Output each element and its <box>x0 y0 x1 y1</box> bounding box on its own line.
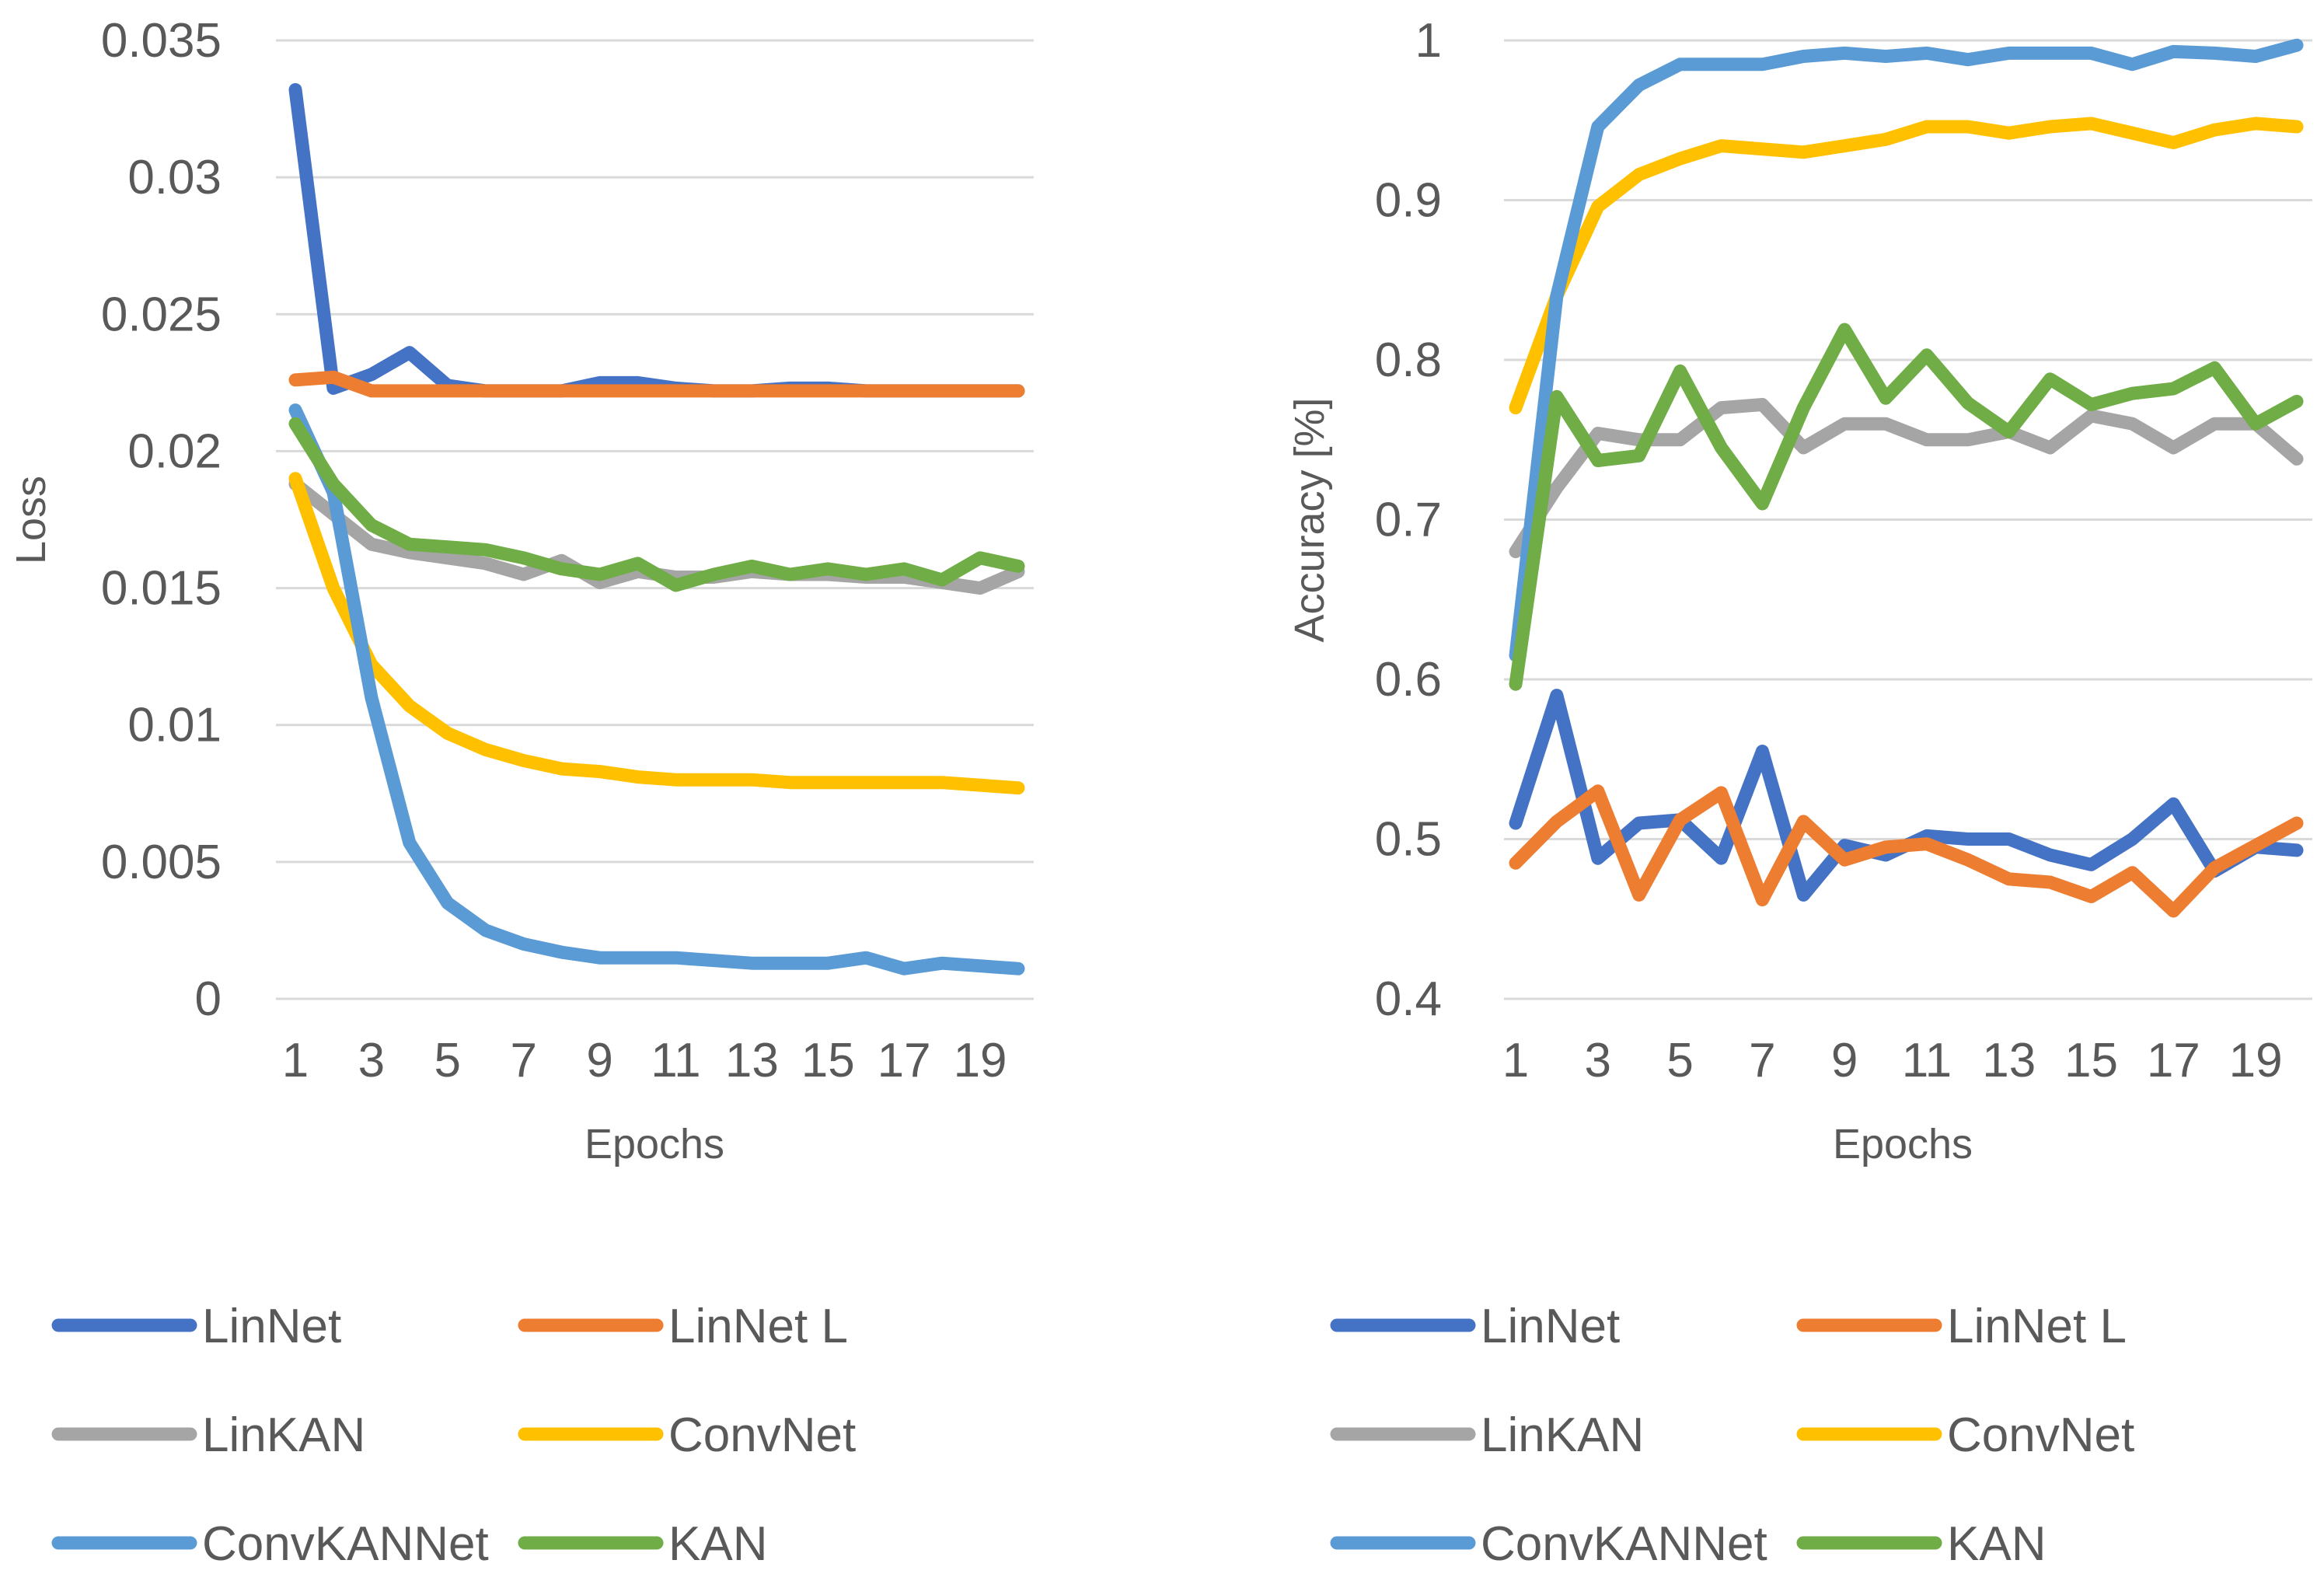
legend-label: ConvNet <box>668 1408 856 1462</box>
x-tick-label: 11 <box>651 1034 700 1087</box>
y-tick-label: 1 <box>1415 14 1442 68</box>
series-line-kan <box>1509 323 2304 691</box>
series-line-convnet <box>1509 117 2304 415</box>
series-line-kan <box>288 417 1025 592</box>
x-tick-label: 9 <box>1831 1034 1858 1087</box>
x-tick-label: 1 <box>282 1034 309 1087</box>
y-tick-label: 0.01 <box>127 699 222 752</box>
chart-2: 0.40.50.60.70.80.911 3 5 7 9 11 13 15 17 19Epochs… <box>1286 14 2312 1571</box>
x-tick-label: 11 <box>1902 1034 1952 1087</box>
legend-label: LinNet <box>202 1300 341 1353</box>
y-tick-label: 0.02 <box>127 424 222 478</box>
y-axis-title: Loss <box>8 476 54 564</box>
series-line-linnet-l <box>1509 784 2304 918</box>
x-tick-label: 3 <box>1585 1034 1611 1087</box>
y-tick-label: 0.03 <box>127 151 222 204</box>
y-tick-label: 0.025 <box>101 288 222 341</box>
series-line-linnet-l <box>288 370 1025 398</box>
x-tick-label: 5 <box>434 1034 461 1087</box>
y-tick-label: 0.005 <box>101 836 222 889</box>
legend: LinNet LinNet L LinKAN ConvNet ConvKANNet KAN <box>51 1300 856 1571</box>
y-tick-label: 0.5 <box>1375 813 1442 867</box>
legend-label: KAN <box>668 1517 767 1571</box>
x-tick-label: 13 <box>725 1034 779 1087</box>
x-tick-label: 19 <box>2229 1034 2283 1087</box>
legend-label: ConvKANNet <box>202 1517 489 1571</box>
x-axis-title: Epochs <box>584 1121 724 1167</box>
legend-label: LinKAN <box>1481 1408 1644 1462</box>
x-tick-label: 15 <box>2064 1034 2118 1087</box>
x-tick-label: 9 <box>586 1034 612 1087</box>
legend: LinNet LinNet L LinKAN ConvNet ConvKANNet KAN <box>1330 1300 2134 1571</box>
x-tick-label: 17 <box>2147 1034 2200 1087</box>
legend-label: LinKAN <box>202 1408 365 1462</box>
y-tick-label: 0.8 <box>1375 333 1442 387</box>
y-tick-label: 0.035 <box>101 14 222 68</box>
legend-label: ConvNet <box>1947 1408 2134 1462</box>
x-axis-title: Epochs <box>1833 1121 1973 1167</box>
y-tick-label: 0.015 <box>101 562 222 616</box>
x-tick-label: 17 <box>878 1034 931 1087</box>
y-tick-label: 0.9 <box>1375 174 1442 228</box>
legend-label: ConvKANNet <box>1481 1517 1767 1571</box>
x-tick-label: 3 <box>358 1034 385 1087</box>
y-tick-label: 0.7 <box>1375 494 1442 547</box>
legend-label: KAN <box>1947 1517 2046 1571</box>
y-tick-label: 0 <box>195 972 222 1026</box>
x-tick-label: 1 <box>1502 1034 1529 1087</box>
y-axis-title: Accuracy [%] <box>1286 397 1333 642</box>
y-tick-label: 0.6 <box>1375 653 1442 707</box>
series-line-linnet <box>288 82 1025 398</box>
x-tick-label: 7 <box>1749 1034 1775 1087</box>
x-tick-label: 15 <box>801 1034 855 1087</box>
legend-label: LinNet L <box>668 1300 848 1353</box>
x-tick-label: 7 <box>510 1034 536 1087</box>
legend-label: LinNet <box>1481 1300 1620 1353</box>
series-line-linkan <box>1509 398 2304 559</box>
x-tick-label: 5 <box>1666 1034 1693 1087</box>
series-line-convnet <box>288 472 1025 795</box>
series-line-convkannet <box>1509 38 2304 662</box>
x-tick-label: 13 <box>1982 1034 2036 1087</box>
series-line-convkannet <box>288 403 1025 975</box>
x-tick-label: 19 <box>954 1034 1007 1087</box>
y-tick-label: 0.4 <box>1375 972 1442 1026</box>
legend-label: LinNet L <box>1947 1300 2127 1353</box>
